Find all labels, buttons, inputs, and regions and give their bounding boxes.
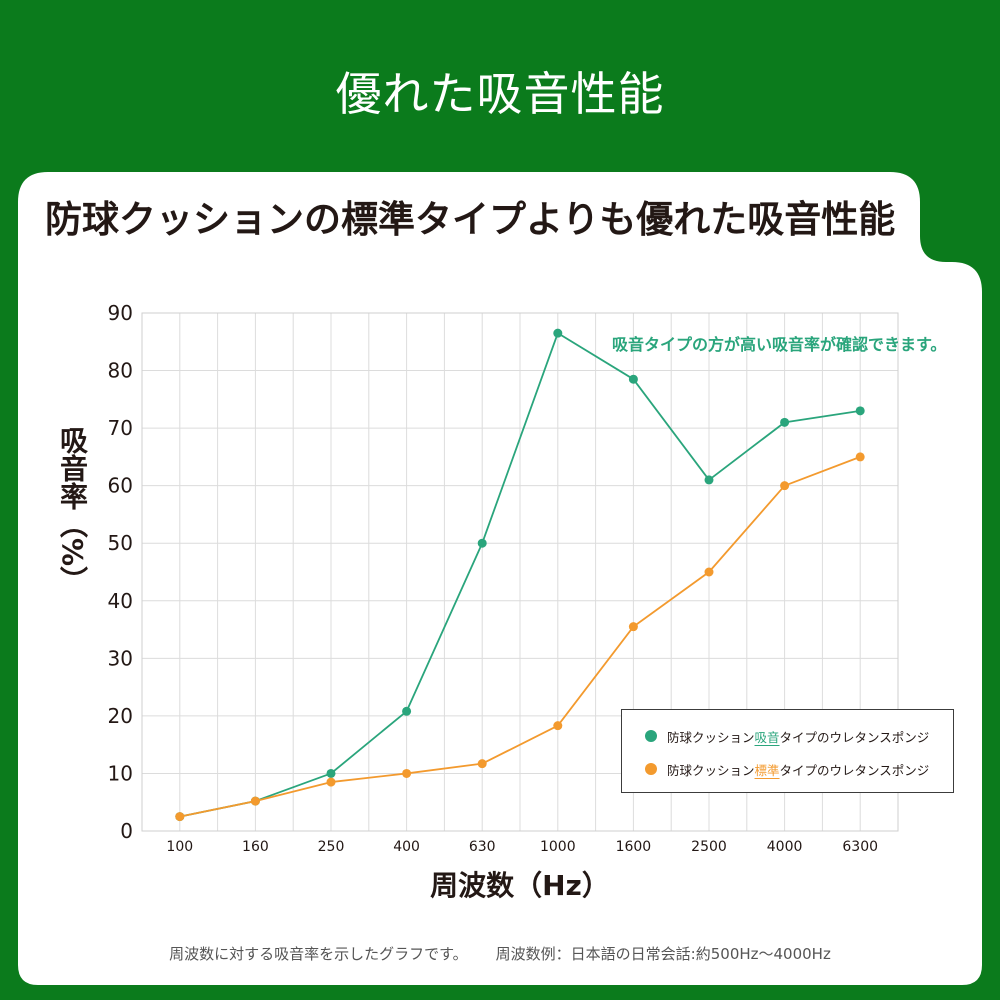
series-2 [175, 452, 865, 822]
data-point [402, 706, 412, 716]
data-point [628, 374, 638, 384]
footer-note: 周波数に対する吸音率を示したグラフです。 周波数例：日本語の日常会話:約500Hz… [0, 943, 1000, 964]
legend-label-highlight: 吸音 [754, 729, 780, 745]
legend-label-highlight: 標準 [754, 762, 780, 778]
data-point [175, 812, 185, 822]
data-point [704, 475, 714, 485]
x-tick-label: 6300 [842, 839, 878, 855]
plot-frame [141, 312, 899, 832]
legend-label: 防球クッション標準タイプのウレタンスポンジ [667, 760, 929, 779]
y-tick-label: 90 [108, 301, 133, 325]
legend-label-prefix: 防球クッション [667, 729, 755, 745]
x-tick-label: 1000 [540, 839, 576, 855]
y-tick-label: 10 [108, 761, 133, 785]
footer-frequency-example: 周波数例：日本語の日常会話:約500Hz〜4000Hz [495, 945, 831, 963]
data-point [477, 759, 487, 769]
series-line [179, 456, 861, 818]
section-heading: 防球クッションの標準タイプよりも優れた吸音性能 [45, 198, 896, 241]
x-tick-label: 250 [318, 839, 345, 855]
data-point [628, 622, 638, 632]
x-tick-label: 2500 [691, 839, 727, 855]
legend-label-prefix: 防球クッション [667, 762, 755, 778]
y-tick-label: 20 [108, 704, 133, 728]
y-tick-label: 80 [108, 359, 133, 383]
y-tick-label: 30 [108, 646, 133, 670]
x-axis-label: 周波数（Hz） [430, 869, 610, 902]
data-point [402, 768, 412, 778]
chart-annotation: 吸音タイプの方が高い吸音率が確認できます。 [612, 335, 947, 354]
x-tick-label: 160 [242, 839, 269, 855]
data-point [704, 567, 714, 577]
legend-label-suffix: タイプのウレタンスポンジ [779, 729, 930, 745]
data-point [477, 538, 487, 548]
x-tick-label: 4000 [767, 839, 803, 855]
data-point [553, 328, 563, 338]
x-tick-label: 100 [166, 839, 193, 855]
data-point [250, 796, 260, 806]
legend-dot-icon [645, 763, 657, 775]
page-title: 優れた吸音性能 [335, 67, 665, 121]
legend-item: 防球クッション標準タイプのウレタンスポンジ [645, 759, 929, 779]
data-point [780, 417, 790, 427]
legend-item: 防球クッション吸音タイプのウレタンスポンジ [645, 726, 929, 746]
x-tick-label: 630 [469, 839, 496, 855]
y-tick-label: 50 [108, 531, 133, 555]
data-point [855, 452, 865, 462]
x-tick-label: 1600 [616, 839, 652, 855]
y-axis-label: 吸音率（%） [56, 426, 89, 595]
legend-label: 防球クッション吸音タイプのウレタンスポンジ [667, 727, 929, 746]
data-point [326, 768, 336, 778]
y-tick-label: 70 [108, 416, 133, 440]
series-line [179, 332, 861, 818]
y-tick-label: 0 [120, 819, 133, 843]
y-tick-label: 60 [108, 474, 133, 498]
y-tick-label: 40 [108, 589, 133, 613]
footer-description: 周波数に対する吸音率を示したグラフです。 [169, 945, 468, 963]
data-point [780, 481, 790, 491]
data-point [553, 721, 563, 731]
x-tick-label: 400 [393, 839, 420, 855]
data-point [855, 406, 865, 416]
legend-dot-icon [645, 730, 657, 742]
chart-legend: 防球クッション吸音タイプのウレタンスポンジ 防球クッション標準タイプのウレタンスポ… [621, 709, 954, 793]
legend-label-suffix: タイプのウレタンスポンジ [779, 762, 930, 778]
data-point [326, 777, 336, 787]
